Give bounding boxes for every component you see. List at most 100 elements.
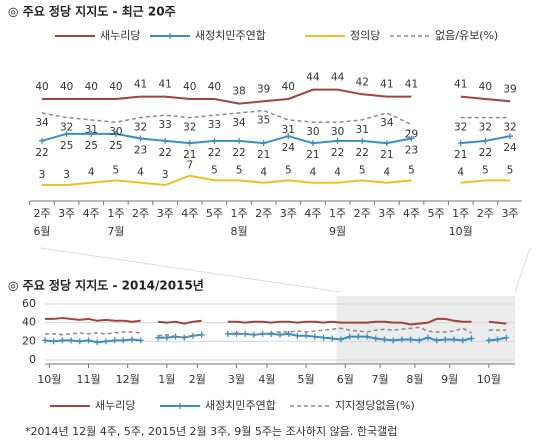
point-marker [268,330,275,337]
point-marker [102,338,109,345]
point-marker [383,140,390,147]
data-label: 32 [60,122,73,134]
series-line [42,174,510,187]
data-label: 32 [183,122,196,134]
data-label: 41 [134,79,147,91]
point-marker [507,133,513,140]
series-line [45,326,507,339]
point-marker [85,337,92,344]
data-label: 21 [306,149,319,161]
data-label: 30 [306,126,319,138]
legend-label: 새누리당 [100,29,140,42]
x-tick-label: 11월 [76,373,100,386]
point-marker [260,140,267,147]
data-label: 40 [85,81,98,93]
point-marker [398,336,405,343]
data-label: 5 [211,164,218,176]
data-label: 40 [183,81,196,93]
point-marker [112,130,119,137]
data-label: 33 [158,119,171,131]
point-marker [433,337,440,344]
data-label: 5 [113,164,120,176]
data-label: 25 [85,140,98,152]
data-label: 30 [331,126,344,138]
x-tick-label: 2주 [354,207,371,220]
y-tick-label: 60 [22,297,36,310]
x-tick-label: 8월 [406,373,423,386]
x-tick-label: 3주 [157,207,174,220]
data-label: 33 [208,119,221,131]
data-label: 21 [454,149,467,161]
x-tick-label: 5주 [206,207,223,220]
data-label: 34 [35,117,49,129]
point-marker [381,336,388,343]
point-marker [442,336,449,343]
point-marker [337,336,344,343]
x-tick-label: 10월 [37,373,61,386]
data-label: 4 [137,167,144,179]
series-line [41,109,510,126]
data-label: 5 [359,164,366,176]
x-tick-label: 1주 [329,207,346,220]
y-tick-label: 20 [22,334,36,347]
point-marker [451,336,458,343]
point-marker [111,337,118,344]
x-tick-label: 6월 [337,373,354,386]
data-label: 5 [482,164,489,176]
data-label: 39 [503,83,516,95]
zoom-connector [39,247,341,293]
point-marker [334,137,341,144]
data-label: 32 [503,122,516,134]
x-group-label: 7월 [107,225,124,238]
point-marker [42,337,48,344]
point-marker [162,137,169,144]
data-label: 41 [158,79,171,91]
data-label: 22 [331,147,344,159]
x-tick-label: 1주 [230,207,247,220]
data-label: 29 [405,129,418,141]
data-label: 21 [380,149,393,161]
data-label: 40 [479,81,492,93]
legend-label: 새정치민주연합 [205,399,276,412]
data-label: 25 [109,140,122,152]
x-tick-label: 4주 [403,207,420,220]
x-tick-label: 3주 [501,207,518,220]
point-marker [329,335,336,342]
point-marker [346,333,353,340]
data-label: 22 [232,147,245,159]
data-label: 4 [334,167,341,179]
data-label: 40 [208,81,221,93]
data-label: 24 [282,142,296,154]
point-marker [309,140,316,147]
data-label: 41 [405,79,418,91]
x-tick-label: 7월 [372,373,389,386]
point-marker [355,333,362,340]
point-marker [364,333,371,340]
point-marker [285,133,292,140]
legend-marker [177,403,183,409]
data-label: 22 [35,147,48,159]
data-label: 3 [63,169,70,181]
legend-marker [167,33,173,39]
point-marker [494,336,501,343]
point-marker [211,137,218,144]
data-label: 41 [454,79,467,91]
point-marker [129,336,136,343]
data-label: 40 [60,81,73,93]
y-tick-label: 40 [22,316,36,329]
x-tick-label: 4주 [83,207,100,220]
data-label: 22 [479,147,492,159]
data-label: 32 [454,122,467,134]
data-label: 41 [380,79,393,91]
data-label: 4 [260,167,267,179]
point-marker [408,135,415,142]
x-group-label: 6월 [33,225,50,238]
data-label: 42 [356,76,369,88]
point-marker [76,338,83,345]
data-label: 25 [60,140,73,152]
point-marker [277,331,283,338]
legend-label: 새정치민주연합 [195,29,266,42]
data-label: 5 [408,164,415,176]
point-marker [320,334,327,341]
